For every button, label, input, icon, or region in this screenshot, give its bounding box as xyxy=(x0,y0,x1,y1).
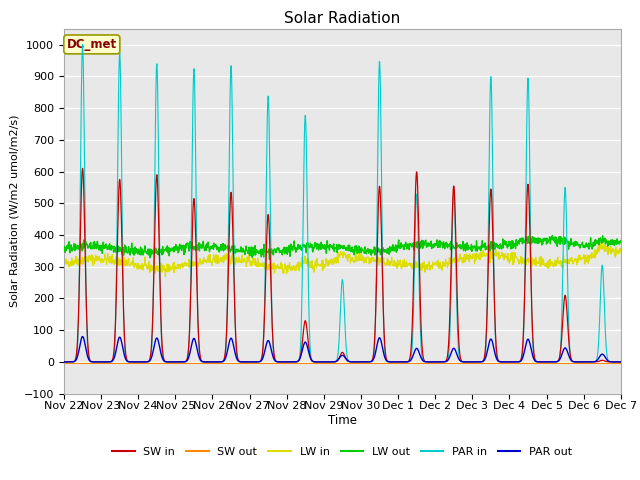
LW in xyxy=(617,248,625,253)
LW out xyxy=(502,242,509,248)
PAR out xyxy=(60,359,68,365)
Line: PAR in: PAR in xyxy=(64,45,621,362)
LW in xyxy=(60,259,68,265)
PAR in xyxy=(60,359,68,365)
LW in xyxy=(161,274,169,279)
PAR out xyxy=(551,359,559,365)
LW in xyxy=(551,257,559,263)
PAR in xyxy=(429,359,437,365)
SW out xyxy=(502,360,509,366)
LW in xyxy=(171,265,179,271)
PAR out xyxy=(429,359,437,365)
SW in xyxy=(60,359,68,365)
LW out xyxy=(617,239,625,245)
PAR out xyxy=(184,356,192,361)
LW in xyxy=(184,261,192,266)
LW in xyxy=(599,239,607,245)
SW out xyxy=(246,360,254,366)
SW in xyxy=(171,359,179,365)
SW out xyxy=(60,360,68,366)
LW in xyxy=(246,263,254,269)
LW out xyxy=(266,256,273,262)
LW in xyxy=(429,263,437,269)
Y-axis label: Solar Radiation (W/m2 umol/m2/s): Solar Radiation (W/m2 umol/m2/s) xyxy=(10,115,20,308)
Text: DC_met: DC_met xyxy=(67,38,117,51)
SW in xyxy=(617,359,625,365)
PAR out xyxy=(617,359,625,365)
PAR in xyxy=(617,359,625,365)
PAR out xyxy=(79,334,86,339)
PAR out xyxy=(246,359,254,365)
SW out xyxy=(429,360,436,366)
Line: LW out: LW out xyxy=(64,236,621,259)
Title: Solar Radiation: Solar Radiation xyxy=(284,11,401,26)
LW out xyxy=(170,244,178,250)
LW out xyxy=(429,241,437,247)
SW in xyxy=(429,359,437,365)
SW out xyxy=(617,360,625,366)
PAR in xyxy=(502,359,509,365)
PAR in xyxy=(171,359,179,365)
LW out xyxy=(60,245,68,251)
Legend: SW in, SW out, LW in, LW out, PAR in, PAR out: SW in, SW out, LW in, LW out, PAR in, PA… xyxy=(108,442,577,461)
PAR in xyxy=(79,42,86,48)
SW in xyxy=(79,166,86,171)
SW in xyxy=(551,359,559,365)
PAR out xyxy=(171,359,179,365)
LW out xyxy=(246,247,254,253)
PAR out xyxy=(502,359,509,365)
LW out xyxy=(552,240,559,246)
LW out xyxy=(184,240,191,246)
PAR in xyxy=(551,359,559,365)
Line: SW in: SW in xyxy=(64,168,621,362)
SW in xyxy=(184,349,192,355)
PAR in xyxy=(246,359,254,365)
LW out xyxy=(548,233,556,239)
SW out xyxy=(170,360,178,366)
SW out xyxy=(184,360,191,366)
SW in xyxy=(246,359,254,365)
SW in xyxy=(502,359,509,365)
Line: LW in: LW in xyxy=(64,242,621,276)
X-axis label: Time: Time xyxy=(328,414,357,427)
PAR in xyxy=(184,353,192,359)
Line: PAR out: PAR out xyxy=(64,336,621,362)
SW out xyxy=(551,360,559,366)
LW in xyxy=(502,254,509,260)
